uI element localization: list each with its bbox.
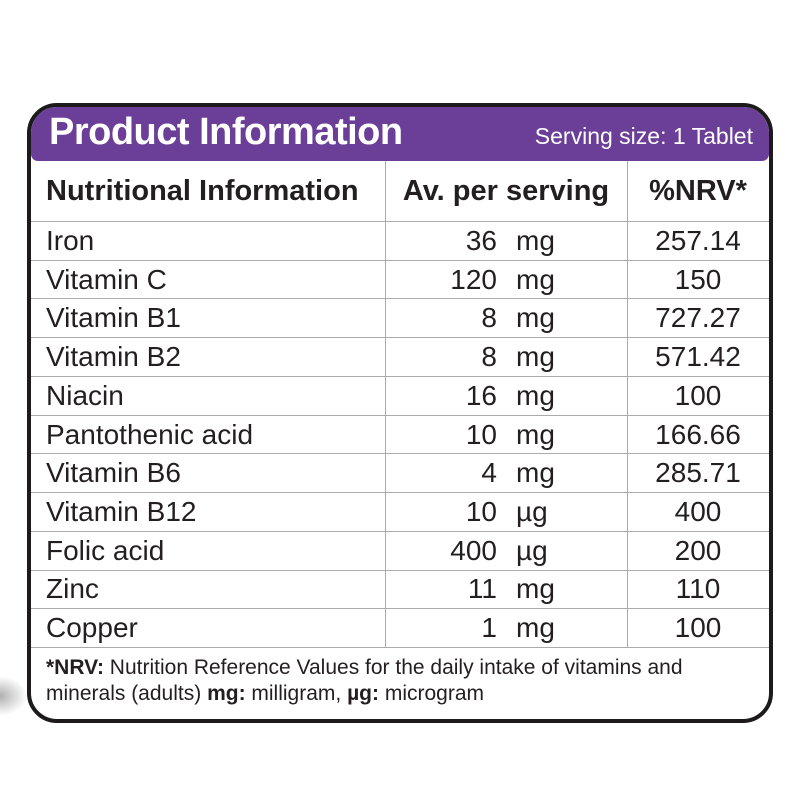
nutrient-name: Vitamin B6: [46, 457, 181, 489]
nutrient-unit: mg: [516, 573, 555, 605]
table-row: Folic acid 400 µg 200: [31, 530, 769, 570]
table-row: Vitamin B6 4 mg 285.71: [31, 453, 769, 492]
nutrient-unit: mg: [516, 612, 555, 644]
table-row: Vitamin B1 8 mg 727.27: [31, 298, 769, 337]
nutrient-nrv-percent: 285.71: [655, 457, 741, 489]
nutrient-unit: µg: [516, 534, 548, 566]
nutrient-nrv-percent: 100: [674, 612, 722, 644]
nutrient-unit: mg: [516, 457, 555, 489]
nutrient-nrv-percent: 110: [675, 573, 721, 605]
nutrient-nrv-percent: 200: [674, 534, 722, 566]
footnote-ug-label: µg:: [347, 682, 379, 705]
nutrient-amount: 16: [465, 379, 497, 411]
header-nrv: %NRV*: [649, 174, 747, 207]
column-divider-1: [385, 161, 386, 647]
table-row: Zinc 11 mg 110: [31, 569, 769, 609]
nutrient-amount: 400: [450, 534, 497, 566]
nutrient-nrv-percent: 166.66: [655, 418, 741, 450]
nutrient-amount: 120: [450, 263, 497, 295]
nutrient-name: Vitamin B12: [46, 496, 197, 527]
nutrient-name: Zinc: [46, 573, 99, 605]
nutrient-unit: µg: [516, 496, 548, 527]
nutrient-unit: mg: [516, 379, 555, 411]
serving-size-text: Serving size: 1 Tablet: [534, 123, 753, 149]
nutrient-amount: 4: [481, 457, 497, 489]
nutrient-name: Niacin: [46, 379, 124, 411]
nutrient-amount: 11: [467, 573, 497, 605]
table-row: Copper 1 mg 100: [31, 608, 769, 647]
nutrient-nrv-percent: 257.14: [655, 224, 741, 256]
label-header-bar: Product Information Serving size: 1 Tabl…: [31, 107, 769, 161]
nutrient-nrv-percent: 571.42: [655, 341, 741, 373]
nutrient-nrv-percent: 400: [674, 496, 722, 527]
nutrient-amount: 10: [465, 418, 497, 450]
nutrient-unit: mg: [516, 418, 555, 450]
table-row: Niacin 16 mg 100: [31, 375, 769, 415]
nutrient-name: Iron: [46, 224, 95, 256]
nutrient-unit: mg: [516, 341, 555, 373]
table-row: Vitamin C 120 mg 150: [31, 259, 769, 299]
nutrient-name: Vitamin B1: [46, 302, 181, 334]
footnote-mg-text: milligram,: [245, 682, 348, 705]
footnote-nrv-label: *NRV:: [46, 656, 104, 679]
nutrient-amount: 8: [481, 341, 497, 373]
footnote-ug-text: microgram: [379, 682, 485, 705]
nutrient-nrv-percent: 100: [674, 379, 722, 411]
nutrient-amount: 36: [465, 224, 497, 256]
nutrient-amount: 8: [481, 302, 497, 334]
table-body: Iron 36 mg 257.14 Vitamin C 120 mg 150 Vit…: [31, 222, 769, 647]
table-row: Iron 36 mg 257.14: [31, 222, 769, 260]
nutrient-unit: mg: [516, 302, 555, 334]
header-av-per-serving: Av. per serving: [402, 174, 610, 207]
footnote-mg-label: mg:: [207, 682, 246, 705]
nutrient-name: Pantothenic acid: [46, 418, 254, 450]
nutrient-name: Folic acid: [46, 534, 165, 566]
table-row: Vitamin B12 10 µg 400: [31, 492, 769, 531]
page-title: Product Information: [49, 110, 403, 153]
table-header-row: Nutritional Information Av. per serving …: [31, 161, 769, 222]
table-row: Vitamin B2 8 mg 571.42: [31, 337, 769, 376]
product-information-label: Product Information Serving size: 1 Tabl…: [27, 103, 773, 723]
table-row: Pantothenic acid 10 mg 166.66: [31, 414, 769, 454]
nutrient-unit: mg: [516, 263, 555, 295]
nutrient-name: Vitamin B2: [46, 341, 181, 373]
nutrient-nrv-percent: 150: [674, 263, 722, 295]
header-nutritional-information: Nutritional Information: [46, 174, 359, 207]
nrv-footnote: *NRV: Nutrition Reference Values for the…: [31, 647, 769, 719]
nutrient-amount: 1: [481, 612, 497, 644]
nutrient-name: Vitamin C: [46, 263, 167, 295]
nutrition-table: Nutritional Information Av. per serving …: [31, 161, 769, 647]
nutrient-name: Copper: [46, 612, 138, 644]
nutrient-nrv-percent: 727.27: [655, 302, 741, 334]
nutrient-unit: mg: [516, 224, 555, 256]
nutrient-amount: 10: [465, 496, 497, 527]
column-divider-2: [627, 161, 628, 647]
footnote-nrv-text: Nutrition Reference Values for the daily…: [46, 656, 683, 705]
